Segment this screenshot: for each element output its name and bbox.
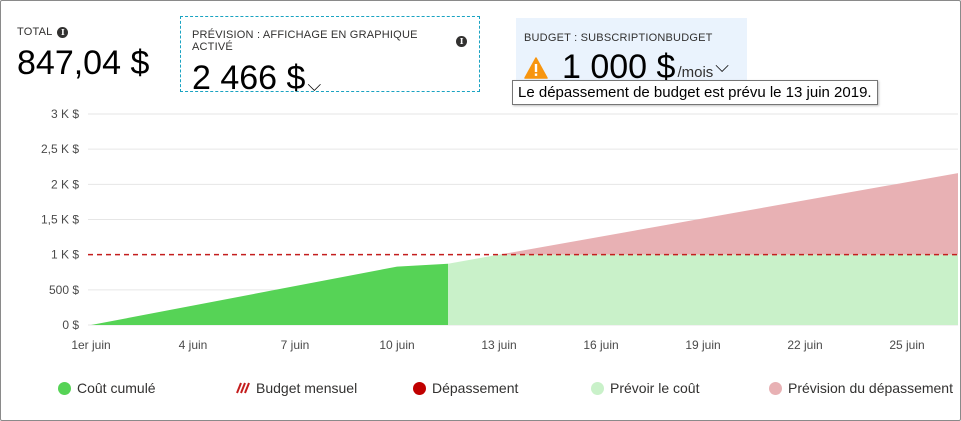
- total-label-row: TOTAL i: [17, 26, 149, 38]
- forecast-label-row: PRÉVISION : AFFICHAGE EN GRAPHIQUE ACTIV…: [192, 29, 467, 53]
- hatched-line-icon: [236, 382, 250, 394]
- budget-unit: /mois: [677, 64, 714, 81]
- hatch-stroke: [236, 382, 242, 394]
- x-tick-label: 13 juin: [481, 338, 516, 352]
- overage-forecast-area: [499, 173, 958, 255]
- y-axis-ticks: 0 $ 500 $ 1 K $ 1,5 K $ 2 K $ 2,5 K $ 3 K $: [41, 107, 79, 332]
- forecast-value-row: 2 466 $ ⌵: [192, 59, 467, 98]
- legend-cumulative-cost[interactable]: Coût cumulé: [58, 380, 156, 396]
- warning-bar: [534, 63, 538, 72]
- legend-label-monthly-budget: Budget mensuel: [256, 380, 358, 396]
- legend-overage-forecast[interactable]: Prévision du dépassement: [769, 380, 953, 396]
- overage-tooltip: Le dépassement de budget est prévu le 13…: [512, 80, 878, 105]
- budget-value-row: 1 000 $ /mois ⌵: [524, 48, 737, 87]
- x-tick-label: 22 juin: [787, 338, 822, 352]
- budget-label: BUDGET : SUBSCRIPTIONBUDGET: [524, 32, 713, 44]
- x-tick-label: 10 juin: [379, 338, 414, 352]
- warning-point: [534, 73, 538, 76]
- warning-icon: [524, 56, 548, 79]
- y-tick-label: 2,5 K $: [41, 142, 79, 156]
- x-tick-label: 1er juin: [71, 338, 110, 352]
- legend-dot-overage-forecast: [769, 381, 782, 395]
- legend-forecast-cost[interactable]: Prévoir le coût: [591, 380, 699, 396]
- legend-label-overage-forecast: Prévision du dépassement: [788, 380, 953, 396]
- total-label: TOTAL: [17, 26, 53, 38]
- hatch-stroke: [244, 382, 250, 394]
- forecast-area: [448, 254, 958, 325]
- x-tick-label: 16 juin: [583, 338, 618, 352]
- x-tick-label: 4 juin: [179, 338, 208, 352]
- chevron-down-icon[interactable]: ⌵: [715, 56, 729, 76]
- y-tick-label: 1,5 K $: [41, 213, 79, 227]
- y-tick-label: 2 K $: [51, 177, 79, 191]
- chevron-down-icon[interactable]: ⌵: [307, 75, 322, 95]
- forecast-value: 2 466 $: [192, 59, 306, 97]
- legend-dot-overage: [413, 381, 426, 395]
- legend-label-overage: Dépassement: [432, 380, 519, 396]
- actual-cost-area: [91, 263, 448, 325]
- x-tick-label: 7 juin: [281, 338, 310, 352]
- legend-label-cumulative-cost: Coût cumulé: [77, 380, 156, 396]
- forecast-kpi[interactable]: PRÉVISION : AFFICHAGE EN GRAPHIQUE ACTIV…: [180, 16, 480, 97]
- legend-dot-forecast-cost: [591, 381, 604, 395]
- y-tick-label: 0 $: [62, 318, 79, 332]
- legend-dot-cumulative-cost: [58, 381, 71, 395]
- budget-value: 1 000 $: [562, 48, 676, 86]
- cost-chart: 0 $ 500 $ 1 K $ 1,5 K $ 2 K $ 2,5 K $ 3 K $ 1e…: [41, 107, 958, 352]
- y-tick-label: 3 K $: [51, 107, 79, 121]
- x-tick-label: 25 juin: [889, 338, 924, 352]
- hatch-stroke: [240, 382, 246, 394]
- forecast-label: PRÉVISION : AFFICHAGE EN GRAPHIQUE ACTIV…: [192, 29, 418, 53]
- legend-label-forecast-cost: Prévoir le coût: [610, 380, 700, 396]
- y-tick-label: 1 K $: [51, 248, 79, 262]
- y-tick-label: 500 $: [49, 283, 79, 297]
- info-icon[interactable]: i: [57, 26, 69, 38]
- x-tick-label: 19 juin: [685, 338, 720, 352]
- x-axis-ticks: 1er juin 4 juin 7 juin 10 juin 13 juin 16 jui…: [71, 338, 924, 352]
- info-icon[interactable]: i: [456, 35, 467, 47]
- legend-monthly-budget[interactable]: Budget mensuel: [236, 380, 357, 396]
- total-value: 847,04 $: [17, 44, 150, 82]
- total-kpi: TOTAL i 847,04 $: [17, 26, 149, 83]
- legend-overage[interactable]: Dépassement: [413, 380, 518, 396]
